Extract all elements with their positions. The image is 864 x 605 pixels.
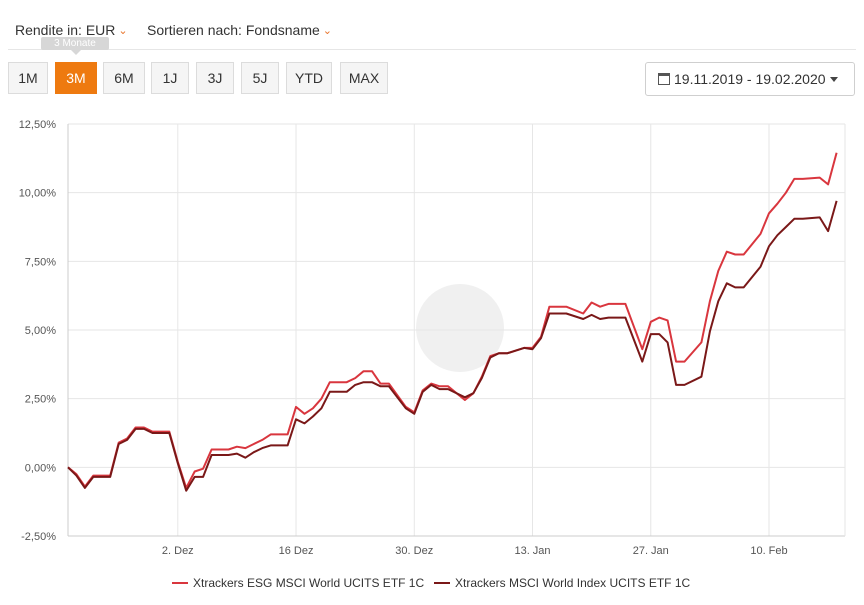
legend-label-esg: Xtrackers ESG MSCI World UCITS ETF 1C	[193, 576, 425, 590]
y-tick-label: -2,50%	[21, 531, 56, 543]
caret-down-icon	[829, 77, 838, 82]
y-tick-label: 5,00%	[25, 325, 56, 337]
date-range-picker[interactable]: 19.11.2019 - 19.02.2020	[645, 62, 855, 96]
watermark-logo	[416, 284, 504, 372]
currency-dropdown-label: Rendite in: EUR	[15, 22, 116, 38]
performance-chart: 12,50% 10,00% 7,50% 5,00% 2,50% 0,00% -2,50% 2.…	[19, 119, 846, 557]
sort-dropdown[interactable]: Sortieren nach: Fondsname ⌄	[147, 22, 332, 38]
range-button-6m[interactable]: 6M	[103, 62, 145, 94]
y-tick-label: 7,50%	[25, 256, 56, 268]
calendar-icon	[658, 73, 670, 85]
y-tick-label: 0,00%	[25, 462, 56, 474]
range-button-1j[interactable]: 1J	[151, 62, 189, 94]
range-button-3j[interactable]: 3J	[196, 62, 234, 94]
x-tick-label: 16 Dez	[279, 545, 314, 557]
range-button-1m[interactable]: 1M	[8, 62, 48, 94]
legend-item-esg[interactable]: Xtrackers ESG MSCI World UCITS ETF 1C	[172, 576, 424, 590]
x-tick-label: 30. Dez	[395, 545, 433, 557]
y-tick-label: 2,50%	[25, 394, 56, 406]
chevron-down-icon: ⌄	[118, 25, 128, 37]
date-range-text: 19.11.2019 - 19.02.2020	[674, 71, 826, 87]
range-tooltip: 3 Monate	[41, 37, 109, 55]
legend-label-index: Xtrackers MSCI World Index UCITS ETF 1C	[455, 576, 691, 590]
toolbar: Rendite in: EUR ⌄ Sortieren nach: Fondsna…	[8, 0, 856, 50]
series-line-esg	[67, 152, 838, 489]
y-tick-label: 12,50%	[19, 119, 57, 131]
range-button-3m[interactable]: 3M	[55, 62, 97, 94]
x-tick-label: 13. Jan	[514, 545, 550, 557]
chevron-down-icon: ⌄	[322, 25, 332, 37]
legend-item-index[interactable]: Xtrackers MSCI World Index UCITS ETF 1C	[434, 576, 690, 590]
x-tick-label: 27. Jan	[633, 545, 669, 557]
y-tick-label: 10,00%	[19, 188, 57, 200]
legend-swatch-index	[434, 582, 450, 584]
x-tick-label: 10. Feb	[750, 545, 787, 557]
x-tick-label: 2. Dez	[162, 545, 194, 557]
series-line-index	[67, 200, 838, 492]
range-button-ytd[interactable]: YTD	[286, 62, 332, 94]
sort-dropdown-label: Sortieren nach: Fondsname	[147, 22, 320, 38]
range-button-max[interactable]: MAX	[340, 62, 388, 94]
range-button-5j[interactable]: 5J	[241, 62, 279, 94]
legend-swatch-esg	[172, 582, 188, 584]
currency-dropdown[interactable]: Rendite in: EUR ⌄	[15, 22, 128, 38]
